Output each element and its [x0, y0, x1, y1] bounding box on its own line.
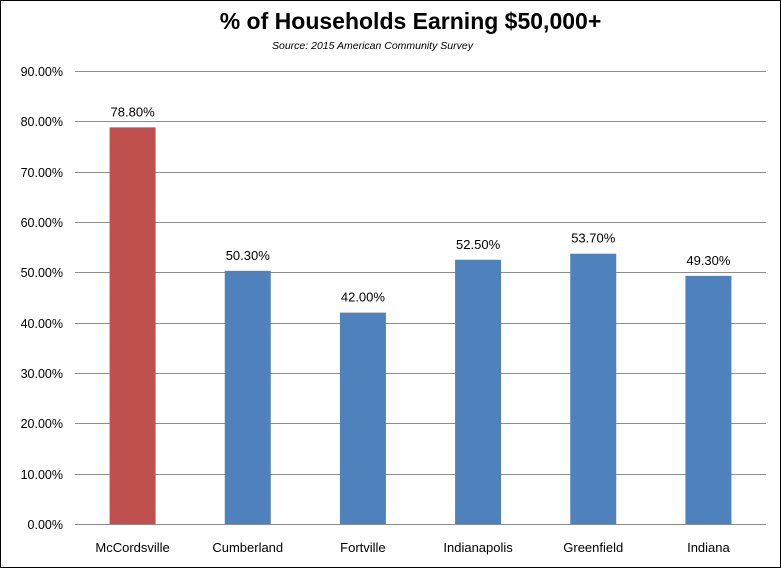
- chart-title: % of Households Earning $50,000+: [219, 8, 602, 34]
- data-label-fortville: 42.00%: [341, 290, 386, 305]
- category-label-mccordsville: McCordsville: [95, 540, 169, 555]
- category-label-indianapolis: Indianapolis: [443, 540, 513, 555]
- data-labels: 78.80% 50.30% 42.00% 52.50% 53.70% 49.30%: [111, 104, 731, 304]
- bar-indianapolis: [455, 259, 502, 524]
- bar-cumberland: [224, 270, 271, 524]
- bar-fortville: [339, 312, 386, 524]
- y-axis-tick-labels: 0.00% 10.00% 20.00% 30.00% 40.00% 50.00% 60.00…: [21, 65, 63, 532]
- category-label-fortville: Fortville: [340, 540, 386, 555]
- bar-mccordsville: [109, 127, 156, 524]
- category-label-cumberland: Cumberland: [212, 540, 283, 555]
- chart-subtitle: Source: 2015 American Community Survey: [272, 40, 473, 52]
- y-tick-label: 50.00%: [21, 266, 63, 280]
- data-label-mccordsville: 78.80%: [111, 104, 156, 119]
- data-label-indianapolis: 52.50%: [456, 237, 501, 252]
- y-tick-label: 10.00%: [21, 468, 63, 482]
- y-tick-label: 80.00%: [21, 115, 63, 129]
- y-tick-label: 30.00%: [21, 367, 63, 381]
- data-label-indiana: 49.30%: [686, 253, 731, 268]
- category-label-indiana: Indiana: [687, 540, 730, 555]
- bars: [109, 127, 732, 524]
- y-tick-label: 40.00%: [21, 317, 63, 331]
- bar-indiana: [685, 275, 732, 524]
- category-label-greenfield: Greenfield: [563, 540, 623, 555]
- gridlines: [75, 71, 766, 475]
- bar-greenfield: [570, 253, 617, 524]
- y-tick-label: 70.00%: [21, 166, 63, 180]
- data-label-cumberland: 50.30%: [226, 248, 271, 263]
- x-axis-category-labels: McCordsville Cumberland Fortville Indianapo…: [95, 540, 730, 555]
- y-tick-label: 0.00%: [28, 518, 63, 532]
- y-tick-label: 20.00%: [21, 417, 63, 431]
- data-label-greenfield: 53.70%: [571, 231, 616, 246]
- y-tick-label: 90.00%: [21, 65, 63, 79]
- y-tick-label: 60.00%: [21, 216, 63, 230]
